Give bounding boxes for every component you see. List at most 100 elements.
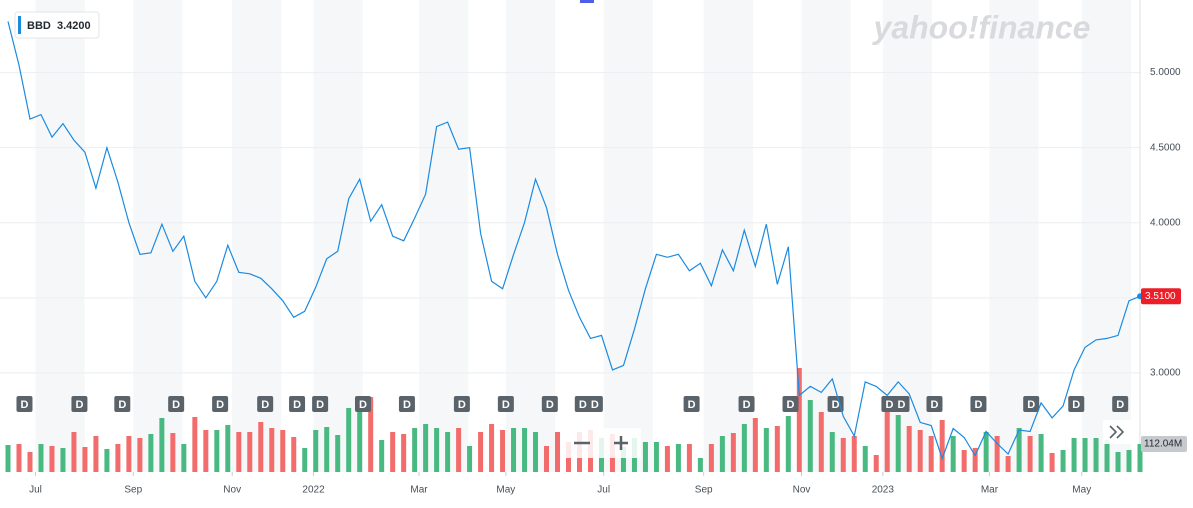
volume-bar: [796, 368, 802, 472]
volume-bar: [752, 418, 758, 472]
volume-bar: [500, 430, 506, 472]
dividend-label: D: [579, 399, 587, 411]
month-band: [505, 0, 556, 472]
volume-bar: [93, 436, 99, 472]
volume-bar: [994, 436, 1000, 472]
price-flag-label: 3.5100: [1145, 291, 1176, 302]
dividend-marker: [71, 396, 88, 412]
volume-bar: [840, 438, 846, 472]
volume-bar: [741, 424, 747, 472]
volume-bar: [620, 447, 626, 472]
dividend-label: D: [118, 399, 126, 411]
dividend-marker: [1068, 396, 1085, 412]
dividend-marker: [16, 396, 33, 412]
dividend-label: D: [316, 399, 324, 411]
legend-value: 3.4200: [57, 20, 91, 32]
range-handle[interactable]: [580, 0, 594, 3]
volume-bar: [489, 424, 495, 472]
volume-bar: [225, 425, 231, 472]
dividend-marker: [586, 396, 603, 412]
volume-bar: [829, 432, 835, 472]
volume-bar: [697, 458, 703, 472]
volume-bar: [126, 436, 132, 472]
dividend-marker: [497, 396, 514, 412]
dividend-label: D: [502, 399, 510, 411]
volume-bar: [247, 432, 253, 472]
volume-bar: [313, 430, 319, 472]
volume-bar: [401, 434, 407, 472]
volume-flag: [1141, 435, 1187, 452]
scroll-button[interactable]: [1103, 420, 1133, 444]
volume-bar: [16, 444, 22, 472]
volume-bar: [49, 446, 55, 472]
volume-bar: [27, 452, 33, 472]
volume-bar: [719, 436, 725, 472]
dividend-label: D: [172, 399, 180, 411]
x-tick-label: May: [1072, 485, 1091, 496]
volume-bar: [675, 444, 681, 472]
volume-bar: [104, 449, 110, 472]
x-tick-label: Jul: [29, 485, 42, 496]
volume-bar: [972, 448, 978, 472]
month-band: [603, 0, 653, 472]
volume-bar: [642, 442, 648, 472]
dividend-label: D: [359, 399, 367, 411]
volume-bar: [170, 433, 176, 472]
dividend-marker: [683, 396, 700, 412]
dividend-label: D: [293, 399, 301, 411]
volume-bar: [730, 433, 736, 472]
y-tick-label: 5.0000: [1150, 67, 1181, 78]
volume-bar: [1126, 450, 1132, 472]
month-band: [703, 0, 753, 472]
volume-bar: [785, 416, 791, 472]
volume-bar: [555, 432, 561, 472]
volume-bar: [115, 444, 121, 472]
dividend-label: D: [591, 399, 599, 411]
dividend-marker: [168, 396, 185, 412]
volume-bar: [862, 446, 868, 472]
scroll-bg[interactable]: [1103, 420, 1133, 444]
volume-bar: [159, 418, 165, 472]
volume-bar: [1049, 453, 1055, 472]
volume-bar: [533, 432, 539, 472]
volume-bar: [423, 424, 429, 472]
dividend-marker: [1023, 396, 1040, 412]
volume-bar: [236, 432, 242, 472]
volume-bar: [412, 428, 418, 472]
dividend-marker: [738, 396, 755, 412]
scroll-icon[interactable]: [1109, 425, 1125, 439]
volume-bar: [818, 412, 824, 472]
volume-bar: [269, 428, 275, 472]
volume-bar: [1038, 434, 1044, 472]
volume-bar: [774, 426, 780, 472]
plot: Jul Sep Nov 2022 Mar May Jul Sep Nov 2023 Mar May 3.…: [5, 21, 1187, 496]
volume-bar: [1104, 440, 1110, 472]
volume-bar: [478, 432, 484, 472]
dividend-marker: [1112, 396, 1129, 412]
volume-bar: [258, 422, 264, 472]
volume-bar: [291, 437, 297, 472]
dividend-marker: [453, 396, 470, 412]
volume-bar: [873, 455, 879, 472]
month-band: [232, 0, 282, 472]
x-tick-label: May: [496, 485, 515, 496]
x-tick-label: Nov: [223, 485, 241, 496]
volume-bar: [368, 397, 374, 472]
volume-bar: [390, 432, 396, 472]
dividend-marker: [257, 396, 274, 412]
volume-bar: [203, 430, 209, 472]
x-tick-label: 2023: [872, 485, 895, 496]
dividend-marker: [970, 396, 987, 412]
dividend-label: D: [21, 399, 29, 411]
dividend-marker: [782, 396, 799, 412]
volume-bar: [961, 450, 967, 472]
dividend-label: D: [1116, 399, 1124, 411]
dividend-label: D: [403, 399, 411, 411]
month-band: [1081, 0, 1131, 472]
volume-bar: [181, 444, 187, 472]
volume-bar: [895, 415, 901, 472]
volume-bar: [884, 406, 890, 472]
dividend-marker: [541, 396, 558, 412]
dividend-marker: [893, 396, 910, 412]
